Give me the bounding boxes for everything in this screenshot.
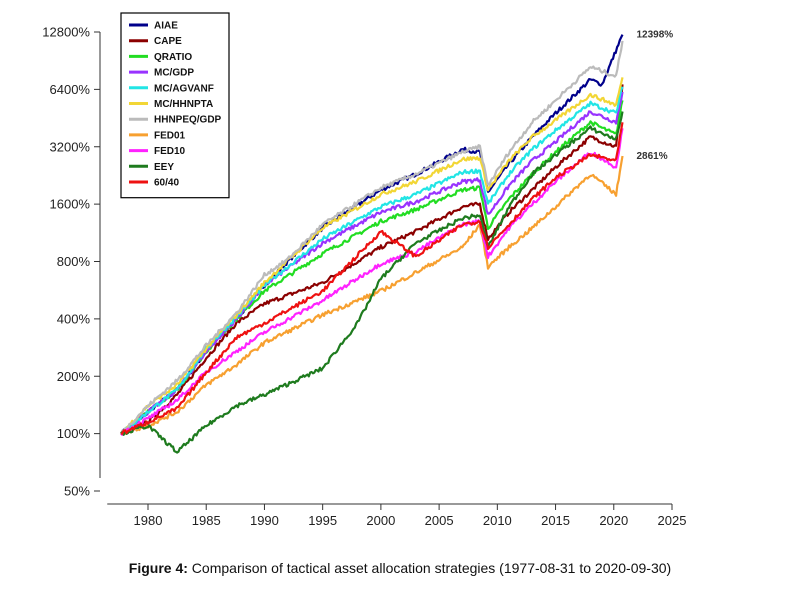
x-tick-label: 2010 [483,513,512,528]
y-tick-label: 400% [57,311,91,326]
legend-label: HHNPEQ/GDP [154,115,222,126]
caption-label: Figure 4: [128,560,188,576]
x-tick-label: 2015 [541,513,570,528]
y-tick-label: 200% [57,369,91,384]
x-tick-label: 1980 [134,513,163,528]
x-tick-label: 2000 [366,513,395,528]
legend-label: EEY [154,162,174,173]
x-tick-label: 2025 [658,513,687,528]
legend-label: MC/HHNPTA [154,99,213,110]
legend-label: QRATIO [154,52,192,63]
series-line-cape [120,84,624,436]
y-tick-label: 100% [57,426,91,441]
x-tick-label: 1995 [308,513,337,528]
legend-label: CAPE [154,36,182,47]
legend-label: AIAE [154,21,178,32]
series-line-mc-hhnpta [120,77,624,435]
series-line-hhnpeq-gdp [119,40,624,435]
y-tick-label: 3200% [50,139,91,154]
x-tick-label: 2005 [425,513,454,528]
legend-label: MC/GDP [154,68,194,79]
legend-label: MC/AGVANF [154,83,214,94]
annotations: 12398% 2861% [637,30,674,162]
figure-caption: Figure 4: Comparison of tactical asset a… [0,560,800,576]
caption-text: Comparison of tactical asset allocation … [187,560,672,576]
series-line-mc-agvanf [120,86,624,435]
end-value-label: 2861% [637,151,668,162]
x-tick-label: 1985 [192,513,221,528]
y-tick-label: 1600% [50,197,91,212]
y-tick-label: 12800% [42,25,90,40]
y-tick-label: 6400% [50,82,91,97]
x-tick-label: 2020 [599,513,628,528]
y-tick-label: 800% [57,254,91,269]
end-value-label: 12398% [637,30,674,41]
x-tick-label: 1990 [250,513,279,528]
y-axis: 50% 100% 200% 400% 800% 1600% 3200% 6400% 12800% [42,25,101,499]
legend-label: FED01 [154,130,186,141]
x-axis: 1980 1985 1990 1995 2000 2005 2010 2015 2020 2025 [107,503,687,528]
legend-label: FED10 [154,146,186,157]
y-tick-label: 50% [64,484,90,499]
series-line-eey [120,111,624,454]
plot-area [119,34,624,454]
legend-label: 60/40 [154,178,179,189]
legend: AIAE CAPE QRATIO MC/GDP MC/AGVANF MC/HHNPTA HH… [120,12,230,199]
series-line-60-40 [120,122,624,435]
